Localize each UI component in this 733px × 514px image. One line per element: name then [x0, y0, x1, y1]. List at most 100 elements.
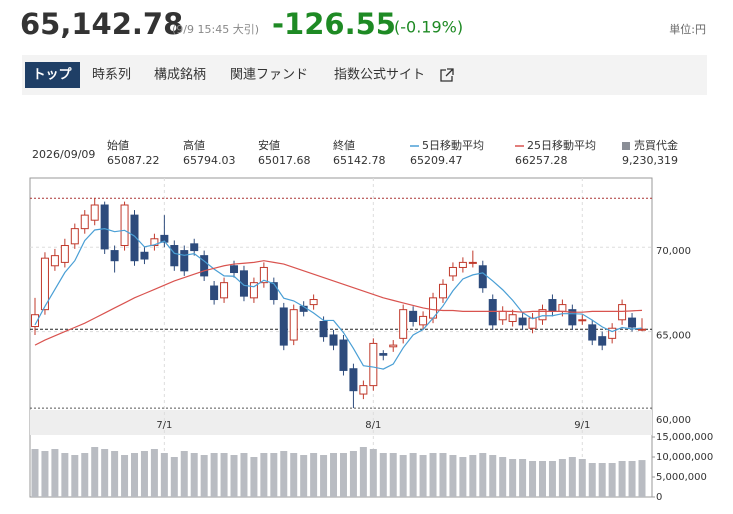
volume-bar: [409, 453, 417, 497]
candle-body: [279, 307, 288, 346]
volume-bar: [51, 449, 59, 497]
candle-body: [419, 315, 428, 326]
candle-body: [518, 317, 527, 326]
volume-bar: [170, 457, 178, 497]
volume-bar: [429, 453, 437, 497]
candle-body: [329, 334, 338, 346]
volume-bar: [160, 453, 168, 497]
candle-body: [339, 339, 348, 371]
tab-bar: [22, 55, 707, 95]
volume-bar: [339, 453, 347, 497]
candle-body: [528, 317, 537, 329]
volume-bar: [598, 463, 606, 497]
volume-bar: [479, 453, 487, 497]
volume-bar: [140, 451, 148, 497]
volume-bar: [101, 449, 109, 497]
volume-bar: [588, 463, 596, 497]
candle-body: [558, 304, 567, 312]
price-change: -126.55: [272, 7, 396, 41]
candle-body: [578, 319, 587, 322]
candle-body: [110, 250, 119, 262]
tab[interactable]: 構成銘柄: [154, 68, 206, 83]
volume-bar: [270, 453, 278, 497]
volume-bar: [31, 449, 39, 497]
candle-body: [379, 353, 388, 356]
volume-bar: [449, 455, 457, 497]
change-percent: (-0.19%): [394, 18, 463, 37]
candle-body: [200, 255, 209, 277]
volume-tick-label: 10,000,000: [656, 452, 713, 463]
x-tick-label: 7/1: [156, 420, 172, 431]
legend-label: 5日移動平均: [422, 138, 484, 152]
candle-body: [598, 336, 607, 346]
candle-body: [160, 234, 169, 243]
candle-body: [548, 299, 557, 312]
legend-value: 65017.68: [258, 154, 311, 167]
volume-bar: [121, 455, 129, 497]
candle-body: [150, 238, 159, 247]
volume-bar: [359, 447, 367, 497]
unit: 単位:円: [669, 22, 706, 36]
candle-body: [170, 245, 179, 267]
candle-body: [638, 328, 646, 331]
candle-body: [409, 310, 418, 322]
volume-bar: [180, 451, 188, 497]
legend-label: 安値: [258, 138, 280, 152]
legend-value: 65087.22: [107, 154, 160, 167]
tab[interactable]: トップ: [32, 68, 72, 83]
volume-bar: [230, 455, 238, 497]
candle-body: [269, 282, 278, 301]
candle-body: [130, 214, 139, 262]
volume-bar: [578, 459, 586, 497]
candle-body: [100, 204, 109, 250]
candle-body: [389, 344, 398, 348]
timestamp: (9/9 15:45 大引): [172, 22, 259, 36]
candle-body: [70, 228, 79, 245]
volume-bar: [369, 449, 377, 497]
candle-body: [50, 255, 59, 267]
candle-body: [190, 243, 199, 252]
volume-bar: [330, 453, 338, 497]
candle-body: [259, 266, 268, 284]
candle-body: [230, 265, 239, 274]
volume-bar: [538, 461, 546, 497]
volume-tick-label: 5,000,000: [656, 472, 707, 483]
volume-bar: [529, 461, 537, 497]
candle-body: [180, 250, 189, 272]
volume-bar: [419, 455, 427, 497]
x-tick-label: 8/1: [365, 420, 381, 431]
candle-body: [498, 310, 507, 321]
legend-value: 66257.28: [515, 154, 568, 167]
tab[interactable]: 時系列: [92, 68, 131, 83]
active-tab[interactable]: [25, 62, 80, 88]
volume-bar: [459, 457, 467, 497]
tab[interactable]: 関連ファンド: [230, 68, 308, 83]
candle-body: [319, 320, 328, 338]
volume-bar: [111, 451, 119, 497]
legend-date: 2026/09/09: [32, 148, 95, 161]
candle-body: [568, 309, 577, 326]
candle-body: [448, 266, 457, 277]
legend-swatch: [622, 142, 630, 150]
legend-label: 売買代金: [634, 138, 678, 152]
candle-body: [538, 309, 547, 321]
legend-label: 25日移動平均: [527, 138, 596, 152]
legend-value: 9,230,319: [622, 154, 678, 167]
candle-body: [608, 327, 617, 339]
volume-bar: [61, 453, 69, 497]
moving-average-line: [34, 228, 643, 370]
volume-tick-label: 15,000,000: [656, 432, 713, 443]
tab[interactable]: 指数公式サイト: [334, 68, 425, 83]
x-tick-label: 9/1: [574, 420, 590, 431]
candle-body: [80, 214, 89, 230]
candle-body: [508, 314, 517, 322]
volume-bar: [608, 463, 616, 497]
y-tick-label: 70,000: [656, 246, 691, 257]
candle-body: [369, 342, 378, 387]
volume-bar: [379, 453, 387, 497]
legend-label: 始値: [107, 138, 129, 152]
volume-bar: [81, 453, 89, 497]
volume-bar: [190, 453, 198, 497]
candle-body: [349, 368, 358, 392]
candle-body: [438, 283, 447, 299]
